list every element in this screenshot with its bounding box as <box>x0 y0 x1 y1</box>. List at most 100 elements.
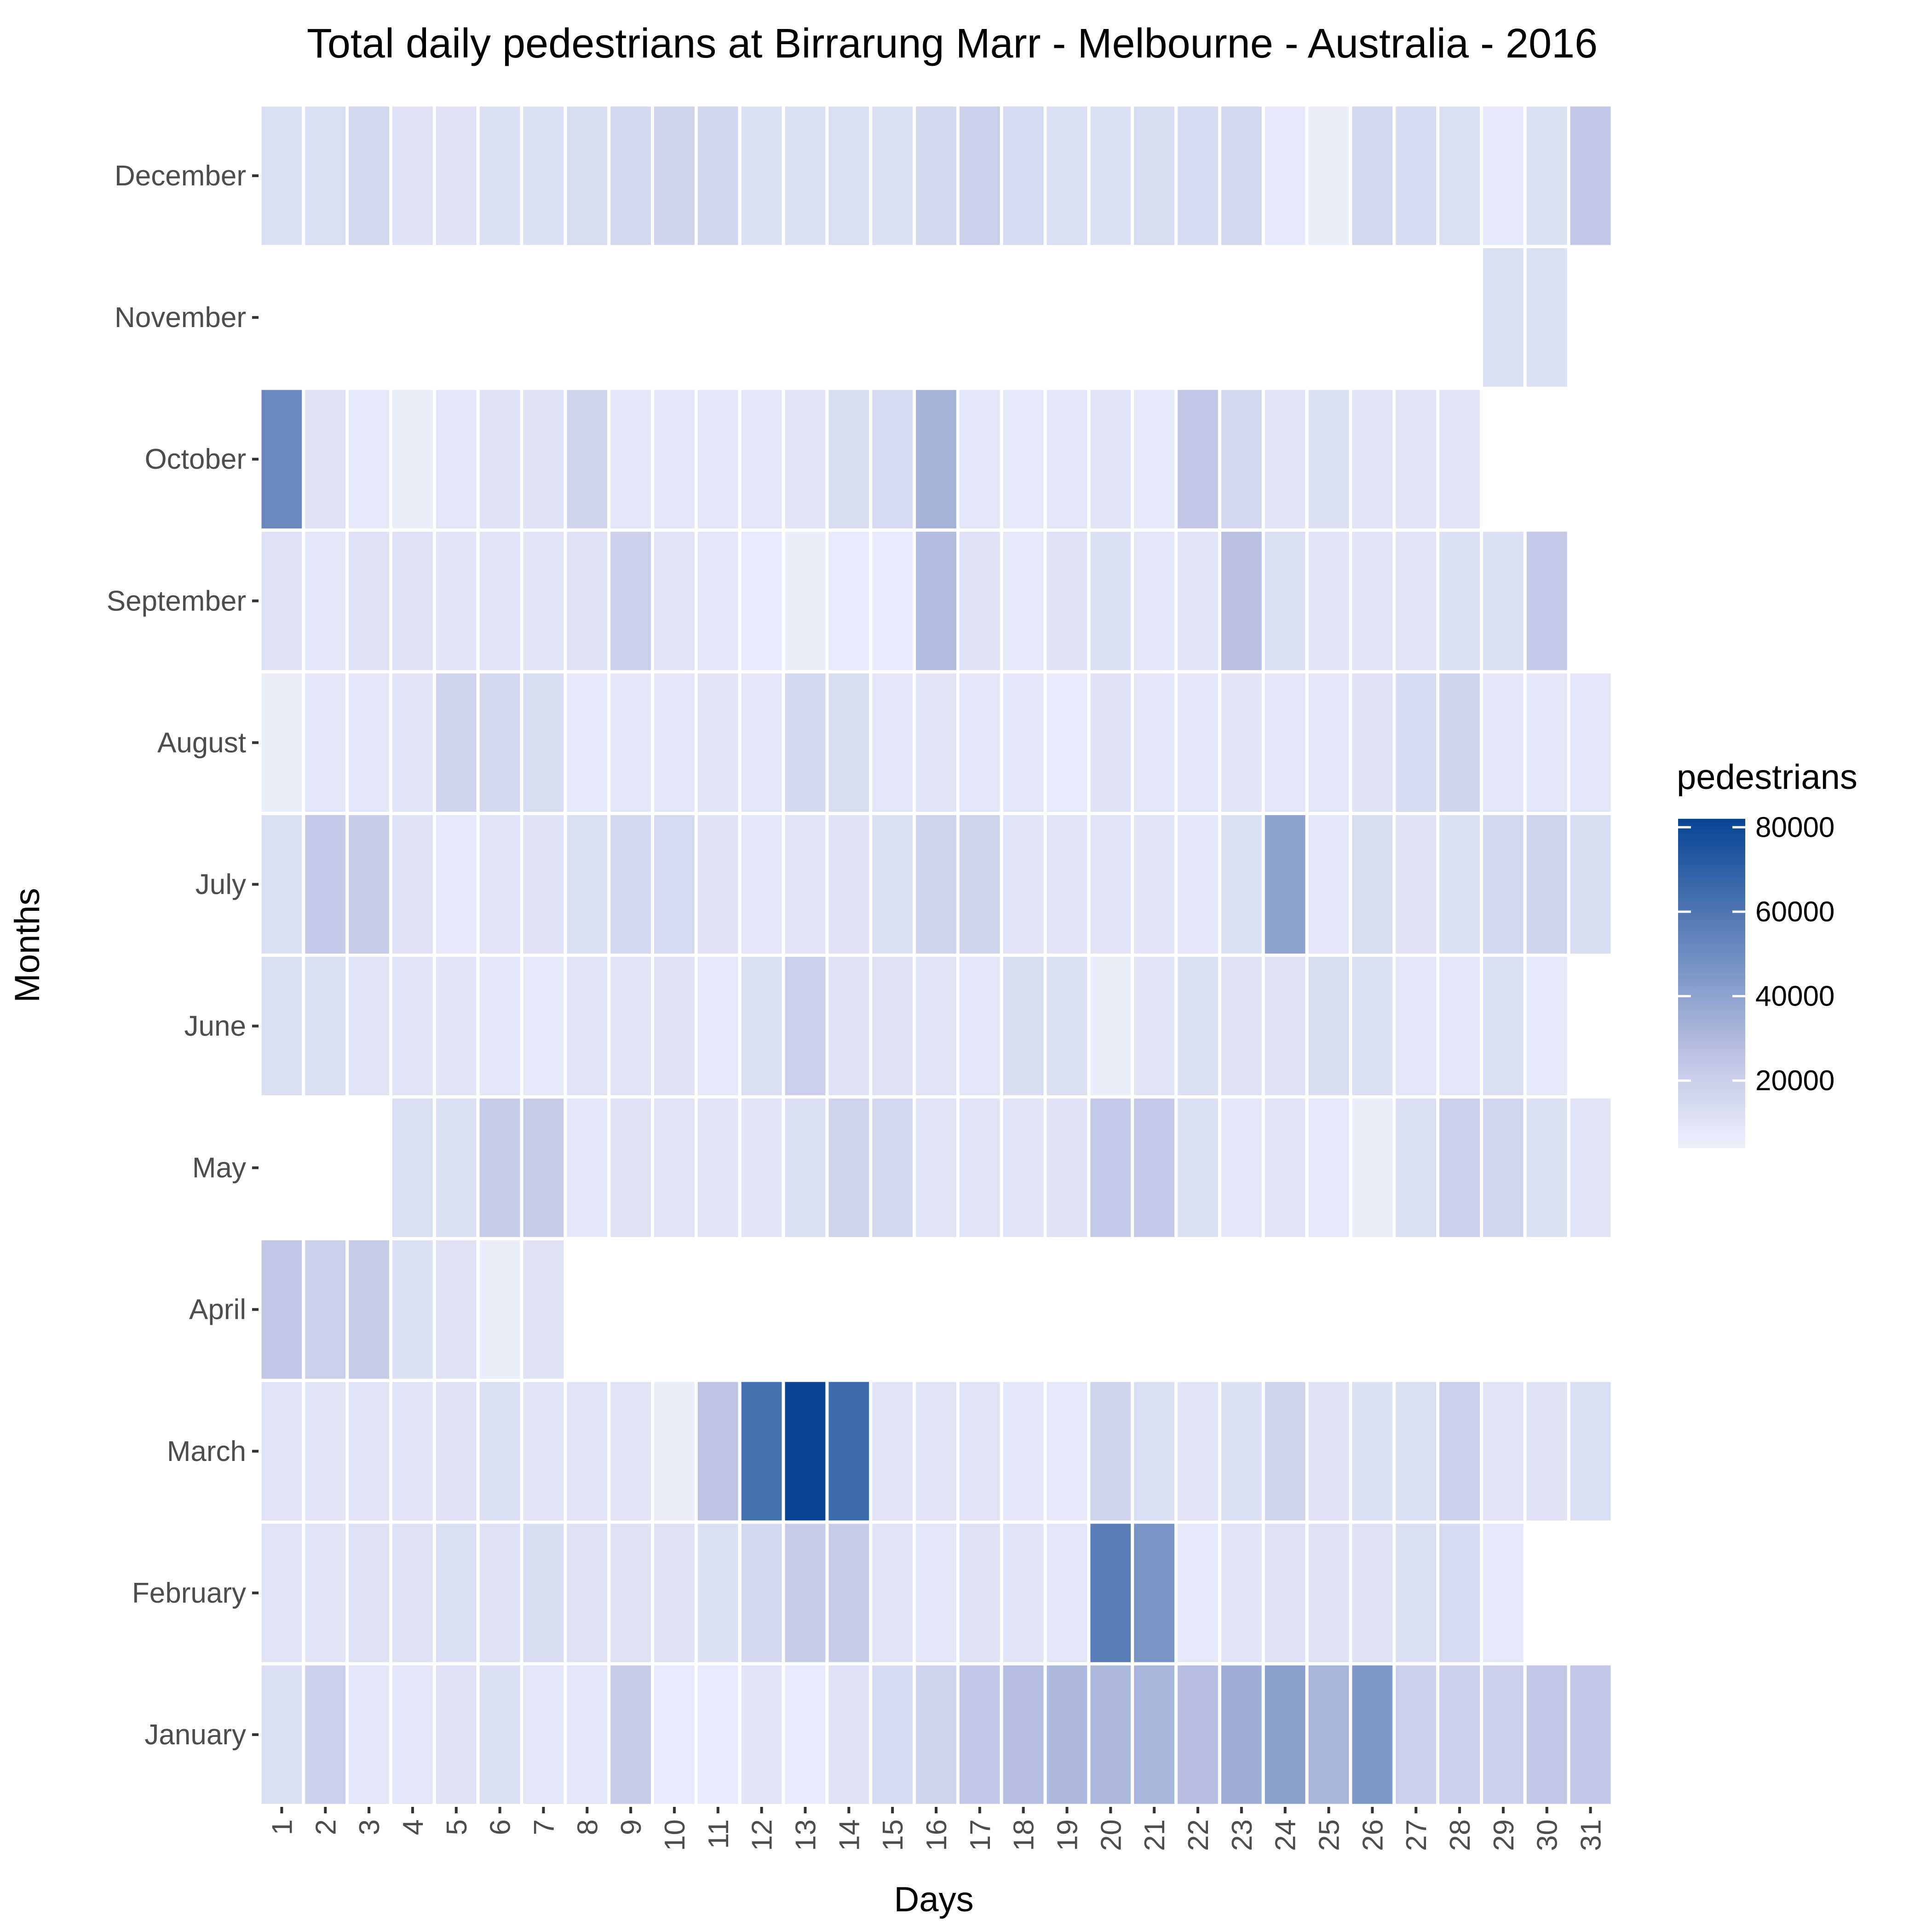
heatmap-cell-march-5 <box>432 1379 480 1524</box>
heatmap-cell-july-1 <box>258 811 305 957</box>
heatmap-cell-july-19 <box>1043 811 1091 957</box>
heatmap-cell-september-17 <box>956 528 1003 673</box>
heatmap-cell-february-6 <box>476 1520 523 1666</box>
heatmap-cell-january-2 <box>302 1662 349 1807</box>
heatmap-cell-july-30 <box>1523 811 1570 957</box>
heatmap-cell-july-16 <box>913 811 960 957</box>
heatmap-cell-may-25 <box>1305 1095 1352 1241</box>
heatmap-cell-august-22 <box>1174 670 1221 815</box>
y-tick-label-july: July <box>196 868 246 900</box>
heatmap-cell-october-4 <box>389 386 436 532</box>
heatmap-cell-december-11 <box>694 103 742 248</box>
heatmap-cell-july-14 <box>825 811 873 957</box>
heatmap-cell-march-14 <box>825 1379 873 1524</box>
heatmap-cell-june-4 <box>389 954 436 1099</box>
heatmap-cell-january-27 <box>1392 1662 1440 1807</box>
heatmap-cell-july-7 <box>520 811 567 957</box>
x-tick-label-11: 11 <box>703 1819 735 1849</box>
plot-area <box>258 103 1614 1807</box>
heatmap-cell-february-24 <box>1261 1520 1309 1666</box>
heatmap-cell-march-2 <box>302 1379 349 1524</box>
heatmap-cell-july-15 <box>869 811 916 957</box>
heatmap-cell-december-31 <box>1567 103 1614 248</box>
heatmap-cell-october-12 <box>738 386 785 532</box>
heatmap-cell-august-4 <box>389 670 436 815</box>
heatmap-cell-march-12 <box>738 1379 785 1524</box>
heatmap-cell-september-20 <box>1087 528 1134 673</box>
heatmap-cell-september-11 <box>694 528 742 673</box>
heatmap-cell-july-18 <box>1000 811 1047 957</box>
heatmap-cell-february-11 <box>694 1520 742 1666</box>
heatmap-cell-december-17 <box>956 103 1003 248</box>
heatmap-cell-february-17 <box>956 1520 1003 1666</box>
heatmap-cell-september-25 <box>1305 528 1352 673</box>
heatmap-cell-february-27 <box>1392 1520 1440 1666</box>
x-tick-label-9: 9 <box>615 1819 647 1835</box>
heatmap-cell-march-27 <box>1392 1379 1440 1524</box>
heatmap-cell-february-15 <box>869 1520 916 1666</box>
heatmap-cell-june-28 <box>1436 954 1483 1099</box>
heatmap-cell-september-3 <box>345 528 393 673</box>
heatmap-cell-december-15 <box>869 103 916 248</box>
heatmap-cell-june-24 <box>1261 954 1309 1099</box>
heatmap-cell-may-19 <box>1043 1095 1091 1241</box>
heatmap-cell-march-25 <box>1305 1379 1352 1524</box>
x-tick-label-16: 16 <box>921 1819 953 1851</box>
heatmap-cell-january-30 <box>1523 1662 1570 1807</box>
heatmap-cell-december-6 <box>476 103 523 248</box>
heatmap-cell-march-19 <box>1043 1379 1091 1524</box>
x-tick-label-8: 8 <box>572 1819 604 1835</box>
heatmap-cell-january-5 <box>432 1662 480 1807</box>
heatmap-cell-february-22 <box>1174 1520 1221 1666</box>
heatmap-cell-july-31 <box>1567 811 1614 957</box>
heatmap-cell-august-21 <box>1131 670 1178 815</box>
heatmap-cell-march-4 <box>389 1379 436 1524</box>
heatmap-cell-may-16 <box>913 1095 960 1241</box>
heatmap-cell-may-27 <box>1392 1095 1440 1241</box>
heatmap-cell-september-26 <box>1349 528 1396 673</box>
heatmap-cell-july-12 <box>738 811 785 957</box>
legend-tick-label: 60000 <box>1755 896 1834 928</box>
heatmap-cell-july-17 <box>956 811 1003 957</box>
heatmap-cell-june-23 <box>1218 954 1265 1099</box>
heatmap-cell-december-21 <box>1131 103 1178 248</box>
heatmap-cell-august-26 <box>1349 670 1396 815</box>
heatmap-cell-december-8 <box>564 103 611 248</box>
y-tick-label-august: August <box>157 727 246 759</box>
heatmap-cell-december-12 <box>738 103 785 248</box>
heatmap-cell-january-16 <box>913 1662 960 1807</box>
heatmap-cell-october-20 <box>1087 386 1134 532</box>
heatmap-cell-march-29 <box>1479 1379 1527 1524</box>
heatmap-cell-march-22 <box>1174 1379 1221 1524</box>
x-tick-label-23: 23 <box>1226 1819 1258 1851</box>
heatmap-cell-august-23 <box>1218 670 1265 815</box>
heatmap-cell-december-23 <box>1218 103 1265 248</box>
heatmap-cell-september-7 <box>520 528 567 673</box>
legend-tick-label: 80000 <box>1755 811 1834 843</box>
heatmap-cell-july-4 <box>389 811 436 957</box>
heatmap-cell-august-19 <box>1043 670 1091 815</box>
heatmap-cell-may-4 <box>389 1095 436 1241</box>
heatmap-cell-may-10 <box>651 1095 698 1241</box>
heatmap-cell-december-5 <box>432 103 480 248</box>
heatmap-cell-june-3 <box>345 954 393 1099</box>
heatmap-cell-may-9 <box>607 1095 655 1241</box>
heatmap-cell-june-14 <box>825 954 873 1099</box>
x-tick-label-7: 7 <box>529 1819 560 1835</box>
chart-title: Total daily pedestrians at Birrarung Mar… <box>307 21 1598 67</box>
heatmap-cell-may-7 <box>520 1095 567 1241</box>
heatmap-cell-september-15 <box>869 528 916 673</box>
heatmap-cell-october-3 <box>345 386 393 532</box>
heatmap-cell-october-16 <box>913 386 960 532</box>
heatmap-cell-january-13 <box>782 1662 829 1807</box>
heatmap-cell-august-10 <box>651 670 698 815</box>
heatmap-cell-march-17 <box>956 1379 1003 1524</box>
heatmap-cell-june-18 <box>1000 954 1047 1099</box>
heatmap-cell-december-24 <box>1261 103 1309 248</box>
heatmap-cell-may-12 <box>738 1095 785 1241</box>
legend-color-bar <box>1678 819 1745 1148</box>
heatmap-cell-december-19 <box>1043 103 1091 248</box>
heatmap-cell-december-29 <box>1479 103 1527 248</box>
heatmap-cell-march-3 <box>345 1379 393 1524</box>
heatmap-cell-march-21 <box>1131 1379 1178 1524</box>
